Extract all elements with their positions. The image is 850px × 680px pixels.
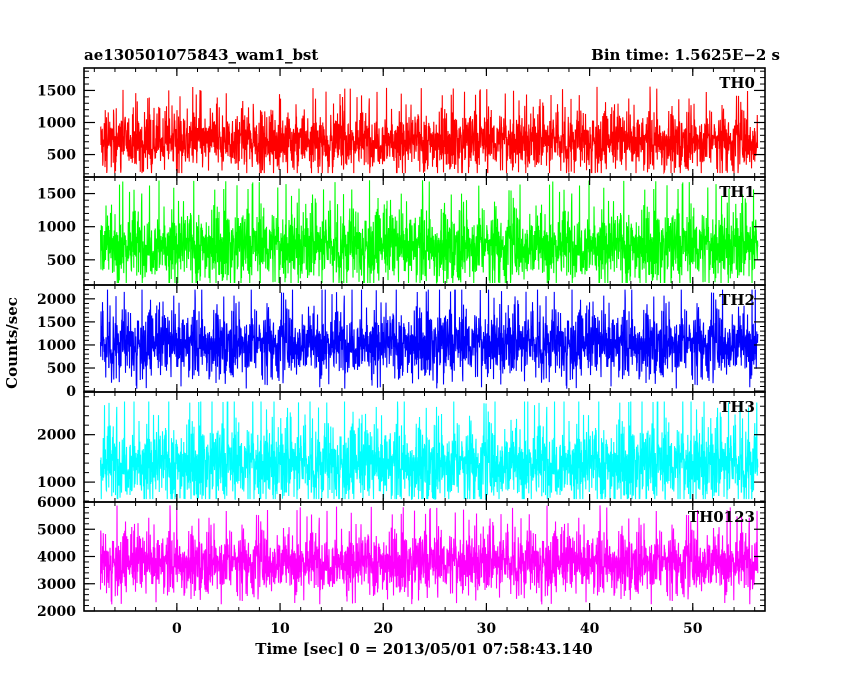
x-tick-label: 20 bbox=[373, 621, 393, 637]
panel-th3: TH3 1000 2000 bbox=[37, 391, 766, 503]
x-tick-label: 50 bbox=[683, 621, 703, 637]
y-tick-label: 1000 bbox=[37, 338, 76, 354]
x-tick-label: 0 bbox=[172, 621, 182, 637]
panel-label: TH3 bbox=[719, 398, 755, 416]
panel-label: TH1 bbox=[719, 183, 755, 201]
panel-th0123: TH0123 2000 3000 4000 5000 6000 bbox=[37, 495, 766, 620]
x-axis-label: Time [sec] 0 = 2013/05/01 07:58:43.140 bbox=[255, 640, 592, 658]
x-tick-label: 30 bbox=[477, 621, 497, 637]
y-tick-label: 1000 bbox=[37, 220, 76, 236]
series-th3 bbox=[99, 401, 759, 500]
series-th1 bbox=[99, 180, 759, 284]
y-tick-label: 2000 bbox=[37, 604, 76, 620]
y-tick-label: 0 bbox=[66, 384, 76, 400]
y-axis-label: Counts/sec bbox=[3, 297, 21, 389]
panel-stack: TH050010001500TH150010001500TH2050010001… bbox=[37, 67, 766, 637]
x-tick-label: 40 bbox=[580, 621, 600, 637]
chart-title-left: ae130501075843_wam1_bst bbox=[84, 46, 318, 64]
y-tick-label: 6000 bbox=[37, 495, 76, 511]
panel-label: TH2 bbox=[719, 291, 755, 309]
x-tick-label: 10 bbox=[270, 621, 290, 637]
panel-th0: TH0 500 1000 1500 bbox=[37, 67, 766, 178]
panel-th1: TH1 500 1000 1500 bbox=[37, 176, 766, 286]
y-tick-label: 500 bbox=[47, 148, 76, 164]
y-tick-label: 500 bbox=[47, 361, 76, 377]
y-tick-label: 500 bbox=[47, 253, 76, 269]
y-tick-label: 1000 bbox=[37, 116, 76, 132]
series-th0123 bbox=[99, 505, 759, 605]
y-tick-label: 2000 bbox=[37, 292, 76, 308]
series-th2 bbox=[99, 289, 759, 389]
y-tick-label: 4000 bbox=[37, 550, 76, 566]
y-tick-label: 1500 bbox=[37, 83, 76, 99]
panel-th2: TH2 0 500 1000 1500 2000 bbox=[37, 284, 766, 400]
panel-label: TH0 bbox=[719, 74, 755, 92]
y-tick-label: 5000 bbox=[37, 522, 76, 538]
y-tick-label: 1000 bbox=[37, 475, 76, 491]
y-tick-label: 1500 bbox=[37, 315, 76, 331]
y-tick-label: 1500 bbox=[37, 187, 76, 203]
y-tick-label: 2000 bbox=[37, 428, 76, 444]
y-tick-label: 3000 bbox=[37, 577, 76, 593]
chart-title-right: Bin time: 1.5625E−2 s bbox=[591, 46, 780, 64]
series-th0 bbox=[100, 86, 759, 175]
panel-label: TH0123 bbox=[688, 508, 755, 526]
